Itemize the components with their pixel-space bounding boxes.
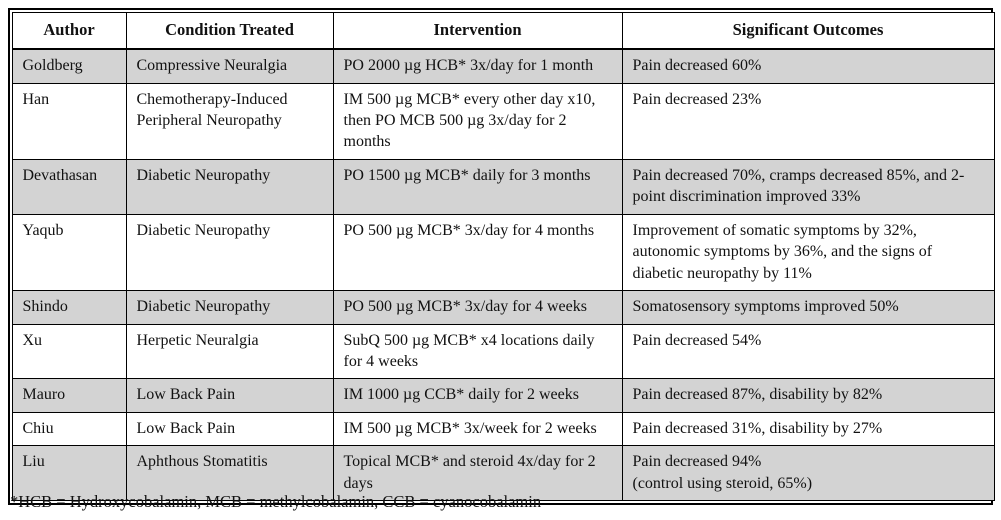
author-cell: Shindo <box>11 290 127 325</box>
table-body: Goldberg Compressive Neuralgia PO 2000 µg … <box>11 48 995 502</box>
outcomes-cell: Pain decreased 31%, disability by 27% <box>621 411 995 447</box>
author-cell: Goldberg <box>11 48 127 84</box>
condition-cell: Diabetic Neuropathy <box>125 290 334 325</box>
table-header: Author Condition Treated Intervention Si… <box>11 11 995 51</box>
intervention-cell: IM 500 µg MCB* every other day x10, then… <box>332 82 623 160</box>
intervention-cell: IM 500 µg MCB* 3x/week for 2 weeks <box>332 411 623 447</box>
condition-cell: Herpetic Neuralgia <box>125 323 334 380</box>
condition-cell: Chemotherapy-Induced Peripheral Neuropat… <box>125 82 334 160</box>
intervention-cell: SubQ 500 µg MCB* x4 locations daily for … <box>332 323 623 380</box>
intervention-cell: PO 2000 µg HCB* 3x/day for 1 month <box>332 48 623 84</box>
author-cell: Han <box>11 82 127 160</box>
author-cell: Mauro <box>11 378 127 413</box>
intervention-cell: PO 500 µg MCB* 3x/day for 4 months <box>332 213 623 292</box>
study-table-frame: Author Condition Treated Intervention Si… <box>8 8 995 505</box>
condition-cell: Diabetic Neuropathy <box>125 213 334 292</box>
condition-cell: Compressive Neuralgia <box>125 48 334 84</box>
condition-cell: Low Back Pain <box>125 411 334 447</box>
table-row: Mauro Low Back Pain IM 1000 µg CCB* daily … <box>11 378 995 413</box>
table-row: Devathasan Diabetic Neuropathy PO 1500 µg … <box>11 158 995 215</box>
intervention-cell: PO 500 µg MCB* 3x/day for 4 weeks <box>332 290 623 325</box>
table-row: Shindo Diabetic Neuropathy PO 500 µg MCB* … <box>11 290 995 325</box>
author-cell: Devathasan <box>11 158 127 215</box>
header-author: Author <box>11 11 127 51</box>
header-significant-outcomes: Significant Outcomes <box>621 11 995 51</box>
condition-cell: Low Back Pain <box>125 378 334 413</box>
table-row: Goldberg Compressive Neuralgia PO 2000 µg … <box>11 48 995 84</box>
intervention-cell: PO 1500 µg MCB* daily for 3 months <box>332 158 623 215</box>
outcomes-cell: Improvement of somatic symptoms by 32%, … <box>621 213 995 292</box>
table-row: Han Chemotherapy-Induced Peripheral Neuro… <box>11 82 995 160</box>
outcomes-cell: Pain decreased 60% <box>621 48 995 84</box>
header-intervention: Intervention <box>332 11 623 51</box>
table-row: Yaqub Diabetic Neuropathy PO 500 µg MCB* 3… <box>11 213 995 292</box>
study-table: Author Condition Treated Intervention Si… <box>11 11 995 502</box>
author-cell: Chiu <box>11 411 127 447</box>
author-cell: Liu <box>11 445 127 502</box>
outcomes-cell: Pain decreased 94% (control using steroi… <box>621 445 995 502</box>
outcomes-cell: Pain decreased 70%, cramps decreased 85%… <box>621 158 995 215</box>
outcomes-cell: Somatosensory symptoms improved 50% <box>621 290 995 325</box>
author-cell: Yaqub <box>11 213 127 292</box>
table-row: Liu Aphthous Stomatitis Topical MCB* and s… <box>11 445 995 502</box>
outcomes-cell: Pain decreased 23% <box>621 82 995 160</box>
intervention-cell: IM 1000 µg CCB* daily for 2 weeks <box>332 378 623 413</box>
outcomes-cell: Pain decreased 54% <box>621 323 995 380</box>
header-row: Author Condition Treated Intervention Si… <box>11 11 995 51</box>
table-row: Xu Herpetic Neuralgia SubQ 500 µg MCB* x4 … <box>11 323 995 380</box>
intervention-cell: Topical MCB* and steroid 4x/day for 2 da… <box>332 445 623 502</box>
table-row: Chiu Low Back Pain IM 500 µg MCB* 3x/week … <box>11 411 995 447</box>
outcomes-cell: Pain decreased 87%, disability by 82% <box>621 378 995 413</box>
abbreviation-footnote: *HCB = Hydroxycobalamin, MCB = methylcob… <box>10 492 542 511</box>
condition-cell: Diabetic Neuropathy <box>125 158 334 215</box>
author-cell: Xu <box>11 323 127 380</box>
header-condition-treated: Condition Treated <box>125 11 334 51</box>
